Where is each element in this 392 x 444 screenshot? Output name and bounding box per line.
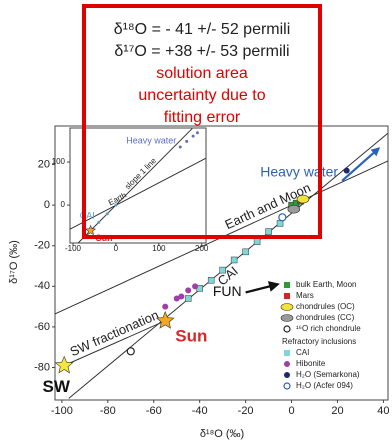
point	[184, 295, 192, 302]
annotation-text: uncertainty due to	[138, 87, 265, 104]
point	[178, 145, 182, 149]
line	[77, 128, 193, 243]
legend-swatch	[283, 325, 291, 333]
x-tick-label: 0	[288, 405, 294, 417]
y-tick-label: 20	[38, 158, 50, 170]
series-label: CAI	[80, 211, 95, 221]
x-tick-label: 20	[331, 405, 343, 417]
y-axis-label: δ¹⁷O (‰)	[8, 240, 20, 284]
point	[191, 134, 195, 138]
point	[192, 283, 199, 290]
point	[287, 204, 301, 214]
legend-swatch	[284, 372, 290, 378]
x-tick-label: 200	[195, 244, 209, 253]
legend-swatch	[284, 282, 290, 288]
point	[114, 203, 118, 207]
point	[185, 139, 189, 143]
line-label: Heavy water	[260, 164, 338, 180]
y-tick-label: -20	[34, 240, 50, 252]
legend-label: ¹⁶O rich chondrule	[296, 324, 361, 333]
line-label: FUN	[213, 283, 242, 299]
x-tick-label: -80	[100, 405, 116, 417]
y-tick-label: 100	[52, 157, 66, 166]
x-tick-label: -100	[51, 405, 73, 417]
point	[195, 131, 199, 135]
annotation-text: solution area	[156, 65, 248, 82]
legend: bulk Earth, Moon Mars chondrules (OC) chond…	[280, 280, 361, 390]
point	[173, 295, 180, 302]
legend-swatch	[283, 382, 291, 390]
legend-label: Hibonite	[296, 359, 326, 368]
annotation-text: fitting error	[164, 109, 241, 126]
legend-label: H₂O (Semarkona)	[296, 370, 360, 379]
point	[343, 167, 350, 174]
main-plot: -100 -80 -60 -40 -20 0 20 40-80-60-40-20020Eart…	[34, 125, 390, 417]
legend-header: Refractory inclusions	[282, 337, 356, 346]
plot-frame	[69, 127, 207, 244]
point	[265, 228, 272, 235]
point	[162, 303, 169, 310]
line	[70, 157, 206, 230]
legend-label: H₂O (Acfer 094)	[296, 381, 353, 390]
point	[97, 220, 101, 224]
point	[242, 248, 249, 256]
annotation-text: δ¹⁸O = - 41 +/- 52 permili	[114, 21, 291, 38]
legend-label: Mars	[296, 291, 314, 300]
x-tick-label: -40	[192, 405, 208, 417]
legend-swatch	[284, 361, 290, 367]
star	[155, 311, 175, 329]
x-tick-label: 100	[152, 244, 166, 253]
annotation-text: δ¹⁷O = +38 +/- 53 permili	[114, 43, 289, 60]
legend-label: chondrules (OC)	[296, 302, 355, 311]
point	[126, 347, 135, 356]
star-label: SW	[42, 377, 70, 396]
point	[219, 266, 226, 274]
x-tick-label: 40	[377, 405, 389, 417]
legend-swatch	[280, 314, 294, 322]
annotation-box	[82, 4, 322, 239]
x-tick-label: 0	[114, 244, 119, 253]
x-tick-label: -20	[238, 405, 254, 417]
point	[278, 213, 287, 222]
arrow	[341, 147, 381, 182]
point	[178, 293, 185, 300]
legend-label: chondrules (CC)	[296, 313, 355, 322]
point	[296, 194, 310, 204]
star-label: Sun	[175, 326, 207, 345]
line	[63, 320, 166, 366]
point	[185, 287, 192, 294]
line	[68, 132, 388, 399]
legend-label: bulk Earth, Moon	[296, 280, 356, 289]
point	[230, 256, 238, 264]
arrow	[245, 281, 280, 294]
x-tick-label: -100	[65, 244, 82, 253]
y-tick-label: 0	[61, 200, 66, 209]
series-label: Heavy water	[126, 135, 176, 145]
point	[105, 212, 109, 216]
point	[253, 238, 261, 245]
legend-swatch	[280, 303, 294, 311]
y-tick-label: -60	[34, 321, 50, 333]
star	[85, 224, 97, 236]
x-axis-label: δ¹⁸O (‰)	[200, 428, 244, 440]
legend-swatch	[284, 293, 290, 299]
x-tick-label: -60	[146, 405, 162, 417]
y-tick-label: -40	[34, 280, 50, 292]
point	[207, 277, 215, 284]
plot-area	[70, 128, 206, 243]
legend-label: CAI	[296, 348, 309, 357]
y-tick-label: 0	[44, 199, 50, 211]
star	[54, 355, 74, 374]
legend-swatch	[284, 350, 290, 356]
y-tick-label: -80	[34, 361, 50, 373]
